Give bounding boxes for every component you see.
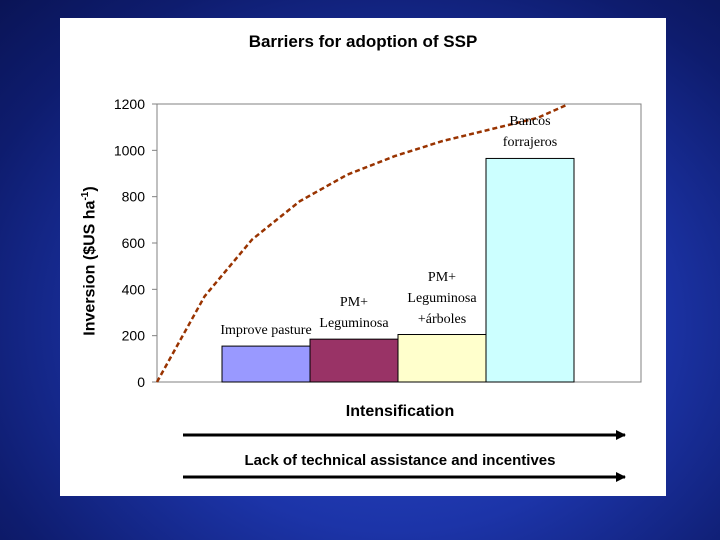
y-tick-label: 0 bbox=[137, 374, 145, 390]
bar-category-label: Bancos forrajeros bbox=[470, 111, 590, 153]
y-axis-label: Inversion ($US ha-1) bbox=[80, 186, 99, 336]
bar-category-label-line: Leguminosa bbox=[407, 290, 477, 306]
y-axis: 0 200 400 600 800 1000 1200 bbox=[114, 96, 157, 390]
bar bbox=[397, 334, 487, 383]
y-tick-label: 1000 bbox=[114, 142, 145, 158]
bar-category-label-line: forrajeros bbox=[502, 135, 558, 151]
y-tick-label: 1200 bbox=[114, 96, 145, 112]
bar-category-label: Improve pasture bbox=[206, 320, 326, 341]
bar-category-label-line: PM+ bbox=[427, 269, 457, 285]
chart-panel: 0 200 400 600 800 1000 1200 Barriers for adopt… bbox=[60, 18, 666, 496]
bars bbox=[221, 157, 575, 383]
y-tick-label: 600 bbox=[122, 235, 146, 251]
y-tick-label: 200 bbox=[122, 328, 146, 344]
bar-category-label: PM+ Leguminosa bbox=[294, 292, 414, 334]
bar-category-label-line: +árboles bbox=[417, 311, 467, 327]
chart-title: Barriers for adoption of SSP bbox=[248, 32, 478, 51]
y-tick-label: 400 bbox=[122, 281, 146, 297]
y-tick-label: 800 bbox=[122, 189, 146, 205]
chart-svg: 0 200 400 600 800 1000 1200 bbox=[114, 96, 642, 482]
bar-category-label-line: Improve pasture bbox=[220, 323, 312, 339]
bar-category-label-line: Leguminosa bbox=[319, 316, 389, 332]
bar-category-label-line: PM+ bbox=[339, 295, 369, 311]
bar bbox=[485, 157, 575, 383]
bar-category-label-line: Bancos bbox=[509, 114, 551, 130]
bar bbox=[221, 345, 311, 383]
bar bbox=[309, 338, 399, 383]
trend-curve bbox=[155, 104, 567, 383]
lack-assistance-label: Lack of technical assistance and incenti… bbox=[244, 452, 556, 469]
x-axis-label: Intensification bbox=[345, 403, 455, 420]
bar-category-label: PM+ Leguminosa +árboles bbox=[382, 267, 502, 330]
